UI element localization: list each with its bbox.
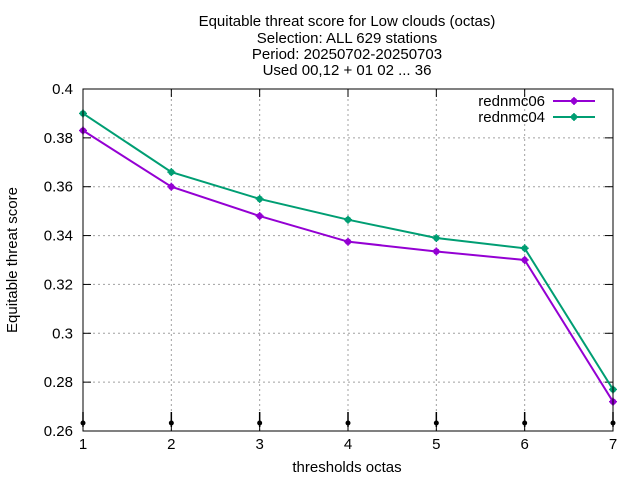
title-line: Equitable threat score for Low clouds (o… xyxy=(199,13,496,30)
series-layer xyxy=(79,109,617,406)
title-line: Selection: ALL 629 stations xyxy=(257,30,437,47)
x-tick-label: 2 xyxy=(167,436,175,453)
legend-label: rednmc04 xyxy=(478,109,545,126)
title-line: Used 00,12 + 01 02 ... 36 xyxy=(263,62,432,79)
y-tick-label: 0.36 xyxy=(44,179,73,196)
y-tick-label: 0.38 xyxy=(44,130,73,147)
legend-entry: rednmc04 xyxy=(478,109,595,126)
x-tick-label: 6 xyxy=(520,436,528,453)
x-sample-dot xyxy=(345,420,351,426)
y-tick-label: 0.28 xyxy=(44,374,73,391)
legend-label: rednmc06 xyxy=(478,93,545,110)
y-axis-label: Equitable threat score xyxy=(4,187,21,333)
x-sample-dot xyxy=(522,420,528,426)
x-axis-label: thresholds octas xyxy=(292,459,401,476)
series-line xyxy=(82,129,614,403)
x-sample-dot xyxy=(257,420,263,426)
x-tick-label: 4 xyxy=(344,436,352,453)
y-tick-label: 0.26 xyxy=(44,423,73,440)
x-tick-label: 3 xyxy=(255,436,263,453)
legend-entry: rednmc06 xyxy=(478,93,595,110)
chart-title: Equitable threat score for Low clouds (o… xyxy=(199,13,496,79)
y-tick-labels: 0.26 0.28 0.3 0.32 0.34 0.36 0.38 0.4 xyxy=(44,81,73,440)
x-tick-labels: 1 2 3 4 5 6 7 xyxy=(79,436,617,453)
x-sample-dot xyxy=(168,420,174,426)
title-line: Period: 20250702-20250703 xyxy=(252,46,442,63)
plot-frame xyxy=(82,88,614,432)
x-tick-label: 1 xyxy=(79,436,87,453)
grid-lines xyxy=(83,89,613,431)
y-tick-label: 0.34 xyxy=(44,228,73,245)
x-tick-label: 7 xyxy=(609,436,617,453)
x-tick-label: 5 xyxy=(432,436,440,453)
y-tick-label: 0.4 xyxy=(52,81,73,98)
y-tick-label: 0.32 xyxy=(44,276,73,293)
y-tick-label: 0.3 xyxy=(52,325,73,342)
x-sample-dot xyxy=(433,420,439,426)
